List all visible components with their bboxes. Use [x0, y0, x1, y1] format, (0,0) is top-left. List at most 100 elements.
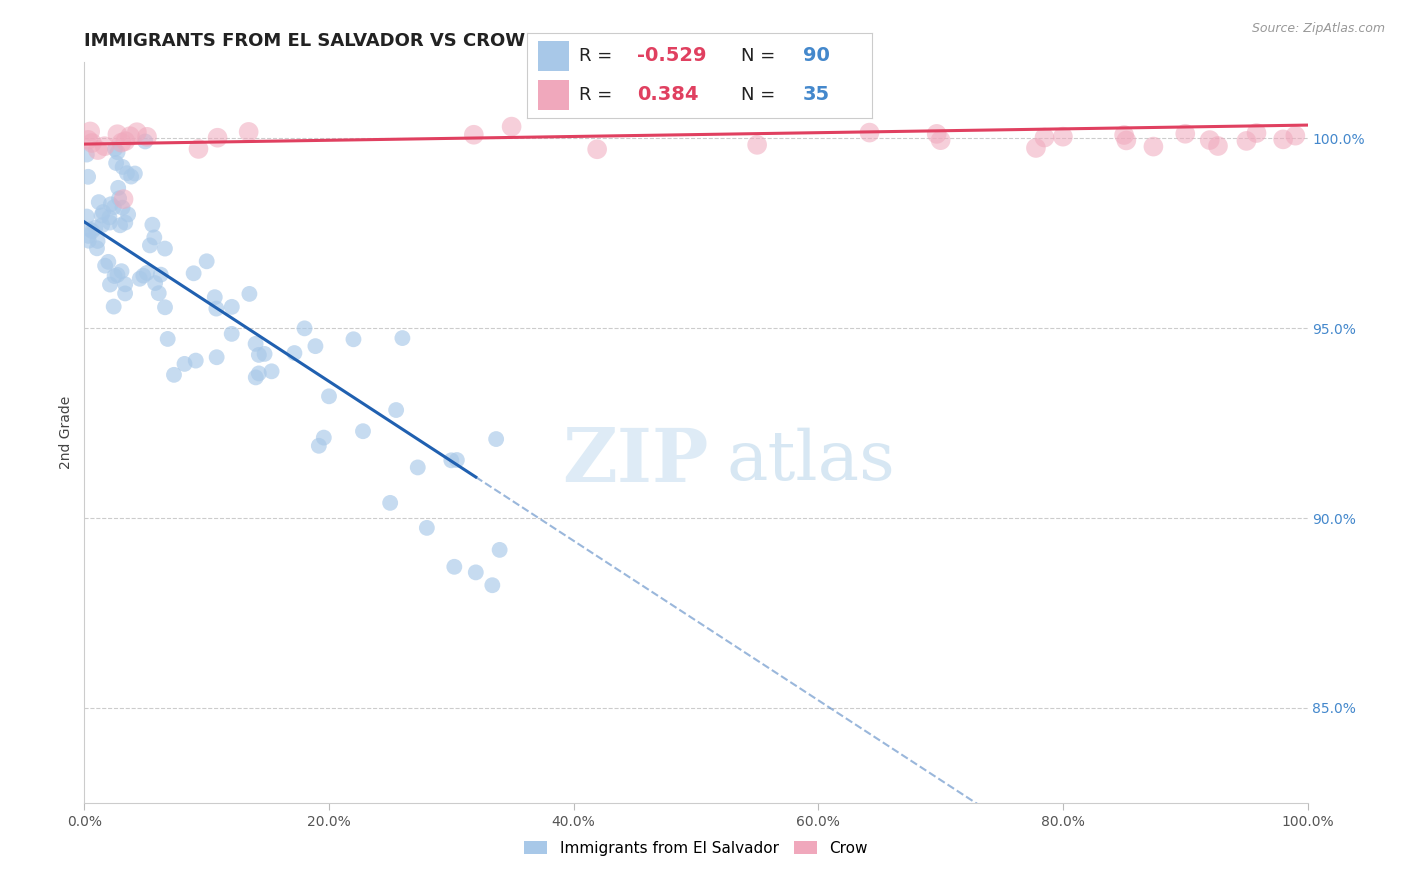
Point [86, 234, 108, 248]
Point [312, 431, 335, 445]
Point [110, 264, 132, 278]
Point [77, 133, 100, 147]
Point [143, 230, 166, 244]
Point [391, 331, 413, 345]
Point [173, 357, 195, 371]
Text: N =: N = [741, 47, 775, 65]
Point [110, 136, 132, 150]
Point [108, 219, 131, 233]
Text: IMMIGRANTS FROM EL SALVADOR VS CROW 2ND GRADE CORRELATION CHART: IMMIGRANTS FROM EL SALVADOR VS CROW 2ND … [84, 32, 872, 50]
Point [125, 125, 148, 139]
Point [134, 135, 156, 149]
Text: ZIP: ZIP [562, 425, 709, 498]
Point [117, 207, 139, 221]
Point [93, 139, 115, 153]
Point [184, 353, 207, 368]
Point [84, 220, 107, 235]
Point [107, 145, 129, 160]
Point [446, 453, 468, 467]
Point [443, 559, 465, 574]
Point [87, 143, 110, 157]
Point [76, 210, 98, 224]
Text: R =: R = [579, 86, 612, 103]
Point [103, 300, 125, 314]
Point [90, 209, 112, 223]
Point [253, 347, 276, 361]
Point [1142, 139, 1164, 153]
Point [86, 241, 108, 255]
Point [98, 277, 121, 292]
Point [385, 403, 408, 417]
Text: atlas: atlas [727, 428, 896, 494]
Point [149, 268, 172, 282]
Point [260, 364, 283, 378]
Point [283, 346, 305, 360]
Point [156, 332, 179, 346]
Text: N =: N = [741, 86, 775, 103]
Point [207, 130, 229, 145]
Point [406, 460, 429, 475]
Point [79, 222, 101, 236]
Point [91, 218, 114, 232]
Point [925, 127, 948, 141]
Point [120, 169, 142, 184]
Point [380, 496, 402, 510]
Point [82, 224, 104, 238]
Point [205, 350, 228, 364]
Point [1198, 133, 1220, 147]
Point [187, 142, 209, 156]
Point [1033, 130, 1056, 145]
Point [104, 142, 127, 156]
Point [107, 127, 129, 141]
Point [238, 125, 260, 139]
Point [114, 277, 136, 292]
Point [1272, 132, 1295, 146]
Point [1236, 134, 1258, 148]
Point [416, 521, 439, 535]
Point [481, 578, 503, 592]
Point [1114, 128, 1136, 142]
Point [79, 124, 101, 138]
Point [205, 301, 228, 316]
Point [183, 266, 205, 280]
Point [488, 542, 510, 557]
Point [105, 156, 128, 170]
Point [76, 147, 98, 161]
Point [858, 126, 880, 140]
Point [485, 432, 508, 446]
Point [112, 192, 135, 206]
Point [143, 276, 166, 290]
Point [148, 286, 170, 301]
Point [247, 367, 270, 381]
Point [221, 326, 243, 341]
Point [1284, 128, 1306, 143]
Point [80, 136, 103, 150]
Point [463, 128, 485, 142]
Point [1052, 129, 1074, 144]
Legend: Immigrants from El Salvador, Crow: Immigrants from El Salvador, Crow [519, 835, 873, 862]
Point [107, 181, 129, 195]
Point [929, 133, 952, 147]
FancyBboxPatch shape [537, 41, 568, 71]
Text: 90: 90 [803, 46, 830, 65]
Point [132, 268, 155, 283]
Text: Source: ZipAtlas.com: Source: ZipAtlas.com [1251, 22, 1385, 36]
Point [352, 424, 374, 438]
Point [111, 201, 134, 215]
Point [308, 439, 330, 453]
Point [136, 129, 159, 144]
Point [204, 290, 226, 304]
Y-axis label: 2nd Grade: 2nd Grade [59, 396, 73, 469]
Point [245, 370, 267, 384]
Text: 35: 35 [803, 86, 830, 104]
Point [118, 129, 141, 144]
Point [103, 268, 125, 283]
Point [94, 259, 117, 273]
Point [114, 216, 136, 230]
Point [114, 134, 136, 148]
Point [124, 167, 146, 181]
Point [115, 166, 138, 180]
Point [77, 169, 100, 184]
Point [440, 453, 463, 467]
Point [1025, 141, 1047, 155]
